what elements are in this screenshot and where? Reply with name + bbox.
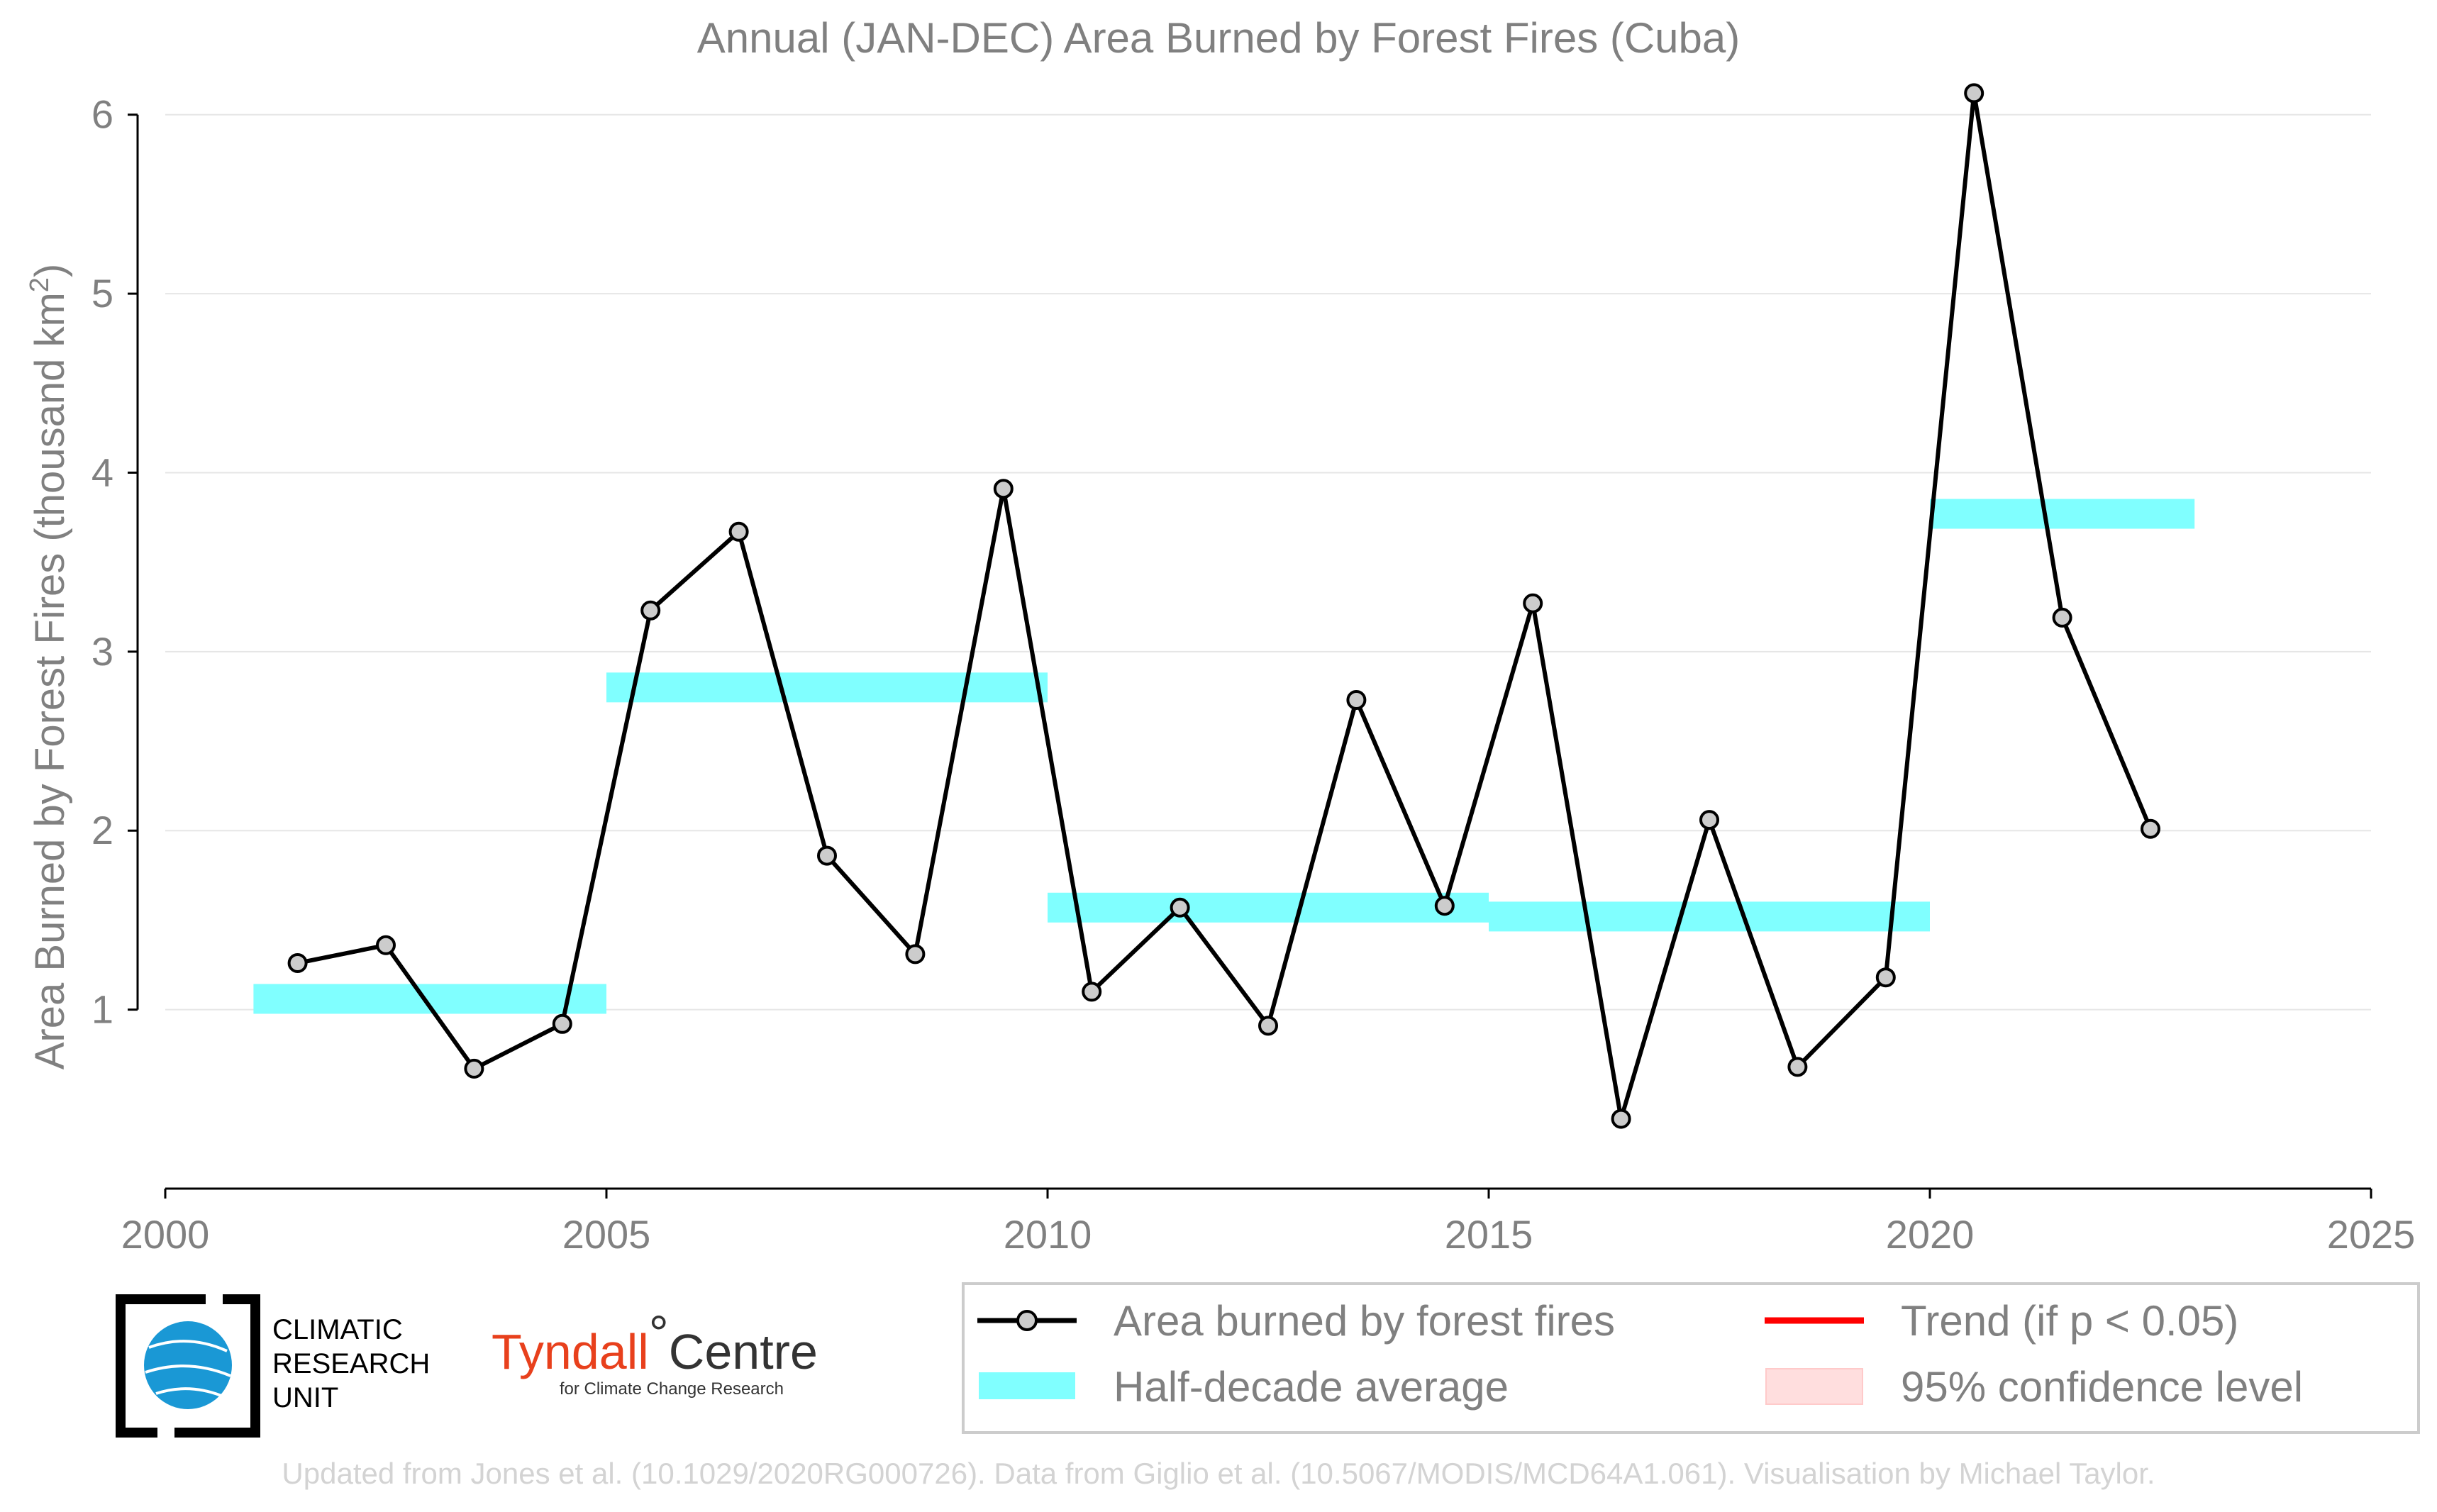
chart-title: Annual (JAN-DEC) Area Burned by Forest F… <box>697 14 1741 62</box>
data-point <box>640 600 661 621</box>
data-point <box>817 845 837 866</box>
data-point <box>376 935 396 955</box>
legend-label-half-decade: Half-decade average <box>1114 1363 1509 1411</box>
legend: Area burned by forest fires Half-decade … <box>962 1282 2420 1434</box>
legend-marker-area-burned <box>1016 1310 1038 1331</box>
y-ticks: 1 2 3 4 5 6 <box>91 92 138 1032</box>
half-decade-averages <box>253 499 2195 1014</box>
data-point <box>1170 897 1190 918</box>
data-point <box>1346 690 1367 710</box>
series-line <box>297 91 2153 1121</box>
data-point <box>1258 1016 1278 1036</box>
data-point <box>1699 810 1719 830</box>
cru-logo: CLIMATIC RESEARCH UNIT <box>116 1294 430 1438</box>
legend-swatch-confidence <box>1765 1368 1863 1405</box>
x-ticks: 2000 2005 2010 2015 2020 2025 <box>121 1189 2416 1257</box>
data-point <box>905 944 926 965</box>
y-tick-label-1: 1 <box>91 987 113 1032</box>
half-decade-bar-4 <box>1930 499 2195 529</box>
data-point <box>1787 1057 1808 1077</box>
x-tick-label-2000: 2000 <box>121 1212 210 1257</box>
x-tick-label-2015: 2015 <box>1445 1212 1533 1257</box>
data-point <box>1082 982 1102 1002</box>
y-axis-label: Area Burned by Forest Fires (thousand km… <box>25 264 73 1070</box>
legend-label-area-burned: Area burned by forest fires <box>1114 1297 1615 1345</box>
y-tick-label-6: 6 <box>91 92 113 137</box>
cru-line-2: RESEARCH <box>272 1348 430 1379</box>
data-point <box>1611 1108 1631 1129</box>
half-decade-bar-3 <box>1489 901 1930 932</box>
data-point <box>993 479 1014 499</box>
y-tick-label-5: 5 <box>91 271 113 316</box>
cru-logo-bracket-right <box>174 1294 260 1438</box>
half-decade-bar-2 <box>1048 892 1489 923</box>
tyndall-title: Tyndall°Centre <box>492 1306 818 1379</box>
data-point <box>287 953 308 973</box>
y-tick-label-3: 3 <box>91 629 113 674</box>
axes <box>136 114 2371 1190</box>
legend-label-trend: Trend (if p < 0.05) <box>1901 1297 2238 1345</box>
x-tick-label-2010: 2010 <box>1004 1212 1092 1257</box>
x-tick-label-2020: 2020 <box>1886 1212 1975 1257</box>
data-point <box>1964 83 1984 104</box>
x-tick-label-2005: 2005 <box>562 1212 651 1257</box>
series-line-group <box>297 91 2153 1121</box>
y-tick-label-4: 4 <box>91 450 113 494</box>
data-point <box>728 521 749 542</box>
half-decade-bar-1 <box>606 672 1048 703</box>
data-point <box>464 1058 484 1079</box>
data-point <box>552 1013 572 1034</box>
cru-line-1: CLIMATIC <box>272 1314 403 1345</box>
data-point <box>1523 593 1543 613</box>
data-point <box>2052 607 2072 628</box>
legend-swatch-half-decade <box>979 1372 1075 1399</box>
data-point <box>1434 896 1455 916</box>
legend-box <box>962 1282 2420 1434</box>
data-points <box>287 83 2160 1129</box>
x-tick-label-2025: 2025 <box>2327 1212 2416 1257</box>
cru-logo-bracket <box>116 1294 206 1438</box>
tyndall-logo: Tyndall°Centre for Climate Change Resear… <box>492 1306 818 1399</box>
credit-line: Updated from Jones et al. (10.1029/2020R… <box>282 1457 2155 1490</box>
cru-line-3: UNIT <box>272 1382 338 1413</box>
y-tick-label-2: 2 <box>91 808 113 852</box>
data-point <box>2141 818 2160 839</box>
data-point <box>1875 967 1896 988</box>
gridlines <box>165 113 2371 1011</box>
tyndall-subtitle: for Climate Change Research <box>560 1379 784 1399</box>
globe-icon-lines <box>145 1340 231 1397</box>
legend-label-confidence: 95% confidence level <box>1901 1363 2303 1411</box>
